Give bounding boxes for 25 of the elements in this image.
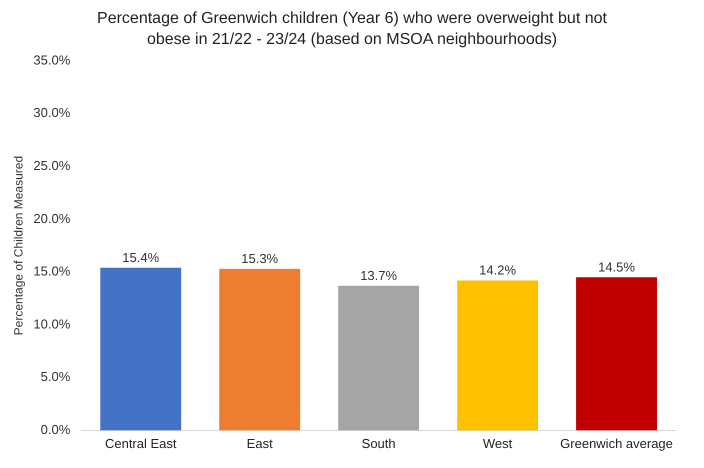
- y-tick-label: 25.0%: [33, 158, 71, 173]
- y-tick-label: 10.0%: [33, 316, 71, 332]
- chart-title: Percentage of Greenwich children (Year 6) who were overweight but not obese in 21/22 - 23/24 (based on MSOA neighbourhoods): [96, 9, 608, 50]
- data-label: 13.7%: [360, 268, 398, 283]
- y-axis-title: Percentage of Children Measured: [12, 156, 26, 336]
- data-label: 15.4%: [122, 250, 160, 265]
- bar: [576, 277, 657, 430]
- x-tick-label: South: [362, 436, 396, 451]
- data-label: 14.2%: [479, 262, 516, 278]
- x-tick-label: Greenwich average: [560, 436, 673, 451]
- x-tick-label: Central East: [104, 436, 177, 451]
- x-tick-label: East: [246, 436, 274, 451]
- y-tick-label: 5.0%: [40, 369, 71, 384]
- bar: [219, 268, 300, 430]
- x-tick-label: West: [482, 436, 513, 451]
- bar: [338, 286, 420, 430]
- data-label: 15.3%: [241, 250, 279, 266]
- y-tick-label: 30.0%: [33, 105, 71, 120]
- y-tick-label: 20.0%: [33, 210, 71, 226]
- y-tick-label: 0.0%: [40, 422, 71, 437]
- bar: [457, 280, 538, 430]
- bar: [100, 268, 182, 430]
- y-tick-label: 35.0%: [33, 52, 71, 68]
- y-tick-label: 15.0%: [33, 264, 71, 279]
- data-label: 14.5%: [598, 259, 636, 274]
